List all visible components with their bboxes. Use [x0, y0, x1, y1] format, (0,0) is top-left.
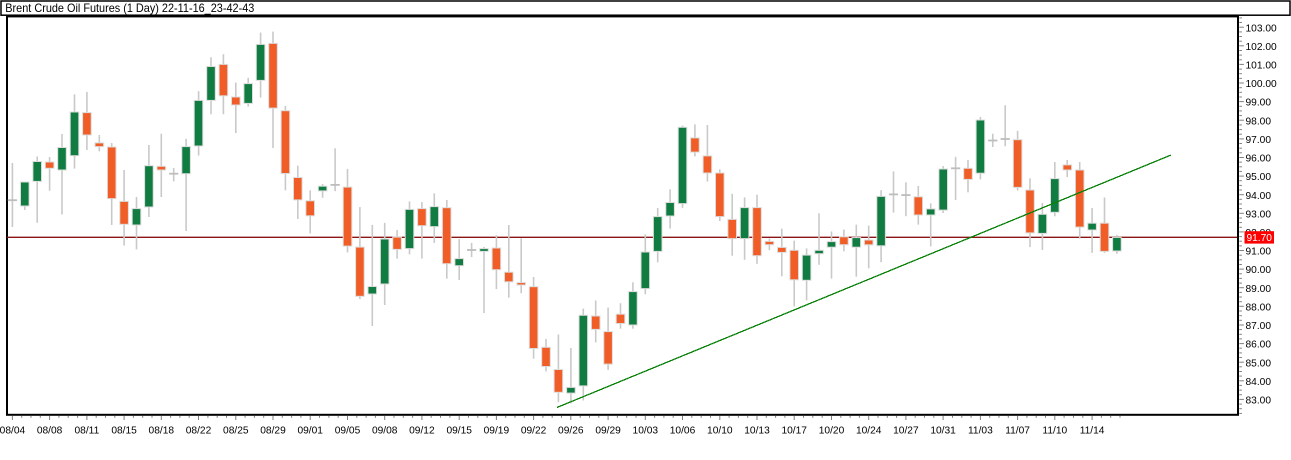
- svg-text:09/15: 09/15: [446, 426, 472, 437]
- svg-text:08/08: 08/08: [37, 426, 63, 437]
- svg-text:10/13: 10/13: [744, 426, 770, 437]
- svg-text:10/03: 10/03: [633, 426, 659, 437]
- svg-text:10/06: 10/06: [670, 426, 696, 437]
- svg-text:09/29: 09/29: [595, 426, 621, 437]
- svg-text:08/18: 08/18: [149, 426, 175, 437]
- svg-text:88.00: 88.00: [1246, 302, 1272, 313]
- svg-text:11/14: 11/14: [1080, 426, 1105, 437]
- svg-text:10/31: 10/31: [930, 426, 956, 437]
- svg-text:89.00: 89.00: [1246, 284, 1272, 295]
- svg-text:08/25: 08/25: [223, 426, 249, 437]
- svg-text:93.00: 93.00: [1246, 209, 1272, 220]
- svg-text:99.00: 99.00: [1246, 98, 1272, 109]
- svg-text:87.00: 87.00: [1246, 321, 1272, 332]
- svg-text:11/07: 11/07: [1005, 426, 1030, 437]
- svg-text:09/01: 09/01: [297, 426, 323, 437]
- svg-text:10/10: 10/10: [707, 426, 733, 437]
- svg-text:94.00: 94.00: [1246, 191, 1272, 202]
- svg-text:91.70: 91.70: [1246, 233, 1272, 244]
- svg-text:09/26: 09/26: [558, 426, 584, 437]
- svg-text:95.00: 95.00: [1246, 172, 1272, 183]
- svg-text:08/29: 08/29: [260, 426, 286, 437]
- svg-text:09/22: 09/22: [521, 426, 547, 437]
- svg-text:100.00: 100.00: [1246, 79, 1277, 90]
- svg-text:86.00: 86.00: [1246, 340, 1272, 351]
- svg-text:11/03: 11/03: [968, 426, 993, 437]
- svg-text:85.00: 85.00: [1246, 358, 1272, 369]
- svg-text:09/19: 09/19: [484, 426, 510, 437]
- svg-text:11/10: 11/10: [1042, 426, 1067, 437]
- svg-text:84.00: 84.00: [1246, 377, 1272, 388]
- svg-text:09/12: 09/12: [409, 426, 435, 437]
- svg-text:08/15: 08/15: [111, 426, 137, 437]
- svg-text:90.00: 90.00: [1246, 265, 1272, 276]
- svg-text:96.00: 96.00: [1246, 154, 1272, 165]
- svg-text:08/04: 08/04: [0, 426, 25, 437]
- svg-text:10/20: 10/20: [819, 426, 845, 437]
- svg-text:Brent Crude Oil Futures (1 Day: Brent Crude Oil Futures (1 Day) 22-11-16…: [5, 1, 254, 15]
- svg-text:09/08: 09/08: [372, 426, 398, 437]
- svg-text:102.00: 102.00: [1246, 42, 1277, 53]
- svg-text:10/27: 10/27: [893, 426, 919, 437]
- svg-text:101.00: 101.00: [1246, 61, 1277, 72]
- svg-text:10/24: 10/24: [856, 426, 882, 437]
- svg-text:10/17: 10/17: [781, 426, 807, 437]
- svg-text:91.00: 91.00: [1246, 247, 1272, 258]
- svg-text:09/05: 09/05: [335, 426, 361, 437]
- svg-text:08/11: 08/11: [75, 426, 100, 437]
- svg-text:08/22: 08/22: [186, 426, 212, 437]
- svg-text:97.00: 97.00: [1246, 135, 1272, 146]
- svg-text:103.00: 103.00: [1246, 23, 1277, 34]
- svg-text:83.00: 83.00: [1246, 396, 1272, 407]
- svg-text:98.00: 98.00: [1246, 116, 1272, 127]
